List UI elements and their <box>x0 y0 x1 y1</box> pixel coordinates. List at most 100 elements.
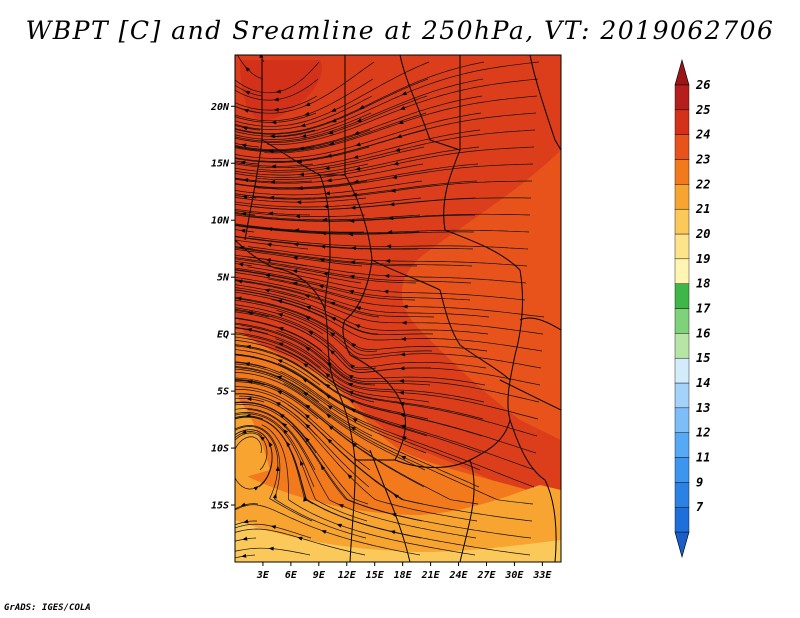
streamline-arrow <box>355 306 362 311</box>
streamline-arrow <box>275 89 281 94</box>
lon-tick-label: 3E <box>256 570 270 581</box>
streamline-arrow <box>266 242 272 247</box>
streamline-arrow <box>349 363 355 369</box>
streamline-arrow <box>400 455 407 460</box>
lon-tick-label: 6E <box>285 570 298 581</box>
streamline-arrow <box>400 352 406 357</box>
colorbar-label: 18 <box>696 277 710 291</box>
streamline-arrow <box>330 107 337 112</box>
streamline-arrow <box>388 216 394 221</box>
streamline-arrow <box>347 473 353 479</box>
streamline-arrow <box>271 164 277 169</box>
streamline-arrow <box>283 429 288 435</box>
streamline-arrow <box>325 372 331 378</box>
streamline-arrow <box>278 342 284 347</box>
streamline-arrow <box>304 111 310 116</box>
streamline-arrow <box>240 502 246 507</box>
streamline-arrow <box>352 418 358 423</box>
colorbar-label: 25 <box>695 103 710 117</box>
streamline-arrow <box>279 413 285 419</box>
streamline-arrow <box>242 195 248 199</box>
lon-tick-label: 27E <box>476 570 496 581</box>
streamline-arrow <box>324 383 331 389</box>
streamline-arrow <box>390 530 396 535</box>
streamline-arrow <box>338 504 344 509</box>
streamline-arrow <box>399 366 405 371</box>
streamline-arrow <box>320 244 326 249</box>
streamline-arrow <box>336 523 343 528</box>
streamline-arrow <box>355 166 361 171</box>
colorbar-swatch <box>674 407 690 433</box>
lon-tick-label: 21E <box>421 570 441 581</box>
lat-tick-label: 15N <box>211 159 230 170</box>
streamline-arrow <box>330 317 337 322</box>
streamline-arrow <box>273 107 279 112</box>
streamline-arrow <box>269 134 275 139</box>
streamline-arrow <box>259 436 265 441</box>
streamline-arrow <box>244 90 251 95</box>
colorbar-label: 20 <box>695 227 710 241</box>
colorbar-swatch <box>674 184 690 210</box>
colorbar-swatch <box>674 109 690 135</box>
colorbar-label: 21 <box>695 202 710 216</box>
streamline-arrow <box>271 120 277 125</box>
colorbar-label: 19 <box>696 252 710 266</box>
colorbar-label: 17 <box>696 302 711 316</box>
streamline-arrow <box>324 166 330 171</box>
streamline-arrow <box>320 464 326 471</box>
colorbar-swatch <box>674 233 690 260</box>
streamline-arrow <box>348 374 354 380</box>
colorbar-swatch <box>674 208 690 235</box>
latitude-axis: 20N 15N 10N 5N EQ 5S 10S 15S <box>210 102 235 512</box>
streamline-arrow <box>246 396 252 401</box>
colorbar-label: 9 <box>696 475 703 489</box>
colorbar-swatch <box>674 84 690 111</box>
streamline-arrow <box>401 91 407 96</box>
colorbar-swatch <box>674 258 690 284</box>
streamline-arrow <box>326 361 332 367</box>
streamline-arrow <box>350 260 356 265</box>
streamline-arrow <box>322 272 328 277</box>
streamline-arrow <box>398 390 404 395</box>
streamline-arrow <box>298 172 305 177</box>
streamline-arrow <box>298 146 304 151</box>
streamline-arrow <box>275 402 281 407</box>
streamline-arrow <box>390 188 396 193</box>
lon-tick-label: 9E <box>313 570 326 581</box>
chart-title: WBPT [C] and Sreamline at 250hPa, VT: 20… <box>25 16 775 45</box>
lon-tick-label: 24E <box>449 570 469 581</box>
lon-tick-label: 12E <box>338 570 357 581</box>
streamline-arrow <box>402 304 408 309</box>
streamline-arrow <box>273 97 279 102</box>
streamline-arrow <box>353 154 359 159</box>
colorbar-label: 24 <box>695 128 710 142</box>
colorbar-swatch <box>674 283 690 309</box>
lon-tick-label: 33E <box>532 570 552 581</box>
colorbar-label: 26 <box>695 78 710 92</box>
streamline-arrow <box>277 359 283 364</box>
colorbar-swatch <box>674 482 690 508</box>
streamline-arrow <box>349 399 355 404</box>
colorbar-label: 16 <box>696 326 710 340</box>
streamline-arrow <box>348 232 354 237</box>
streamline-arrow <box>241 553 247 558</box>
streamline-arrow <box>238 262 244 267</box>
colorbar-lower-arrow <box>674 531 690 559</box>
streamline-arrow <box>400 336 406 341</box>
streamline-arrow <box>351 442 358 448</box>
streamline-arrow <box>321 530 327 534</box>
streamline-arrow <box>349 274 355 279</box>
streamline-arrow <box>400 424 406 429</box>
streamline-arrow <box>399 105 406 110</box>
streamline-arrow <box>308 331 314 336</box>
streamline-arrow <box>305 404 311 409</box>
streamline-arrow <box>304 414 310 419</box>
streamline-arrow <box>268 546 274 551</box>
streamline-arrow <box>264 288 270 293</box>
streamline-arrow <box>349 218 355 223</box>
streamline-arrow <box>324 191 330 196</box>
colorbar-swatch <box>674 432 690 458</box>
streamlines <box>235 55 545 559</box>
colorbar-swatch <box>674 134 690 160</box>
